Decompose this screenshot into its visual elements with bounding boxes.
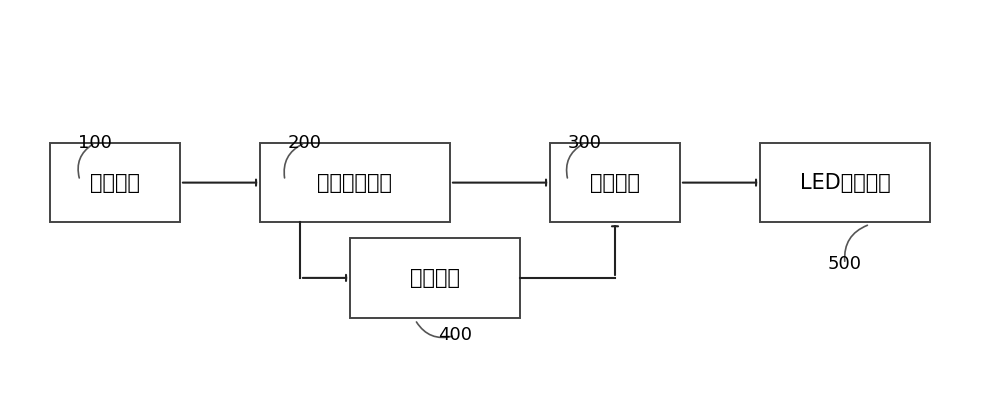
Text: 整流电路: 整流电路: [90, 173, 140, 193]
Text: 200: 200: [288, 134, 322, 152]
FancyBboxPatch shape: [350, 238, 520, 318]
Text: 控制电路: 控制电路: [410, 268, 460, 288]
Text: 恒流电路: 恒流电路: [590, 173, 640, 193]
Text: 500: 500: [828, 255, 862, 273]
FancyBboxPatch shape: [50, 143, 180, 222]
Text: 300: 300: [568, 134, 602, 152]
Text: 降压稳压电路: 降压稳压电路: [318, 173, 392, 193]
Text: 400: 400: [438, 326, 472, 345]
FancyBboxPatch shape: [260, 143, 450, 222]
FancyBboxPatch shape: [550, 143, 680, 222]
FancyBboxPatch shape: [760, 143, 930, 222]
Text: 100: 100: [78, 134, 112, 152]
Text: LED负载电路: LED负载电路: [800, 173, 890, 193]
